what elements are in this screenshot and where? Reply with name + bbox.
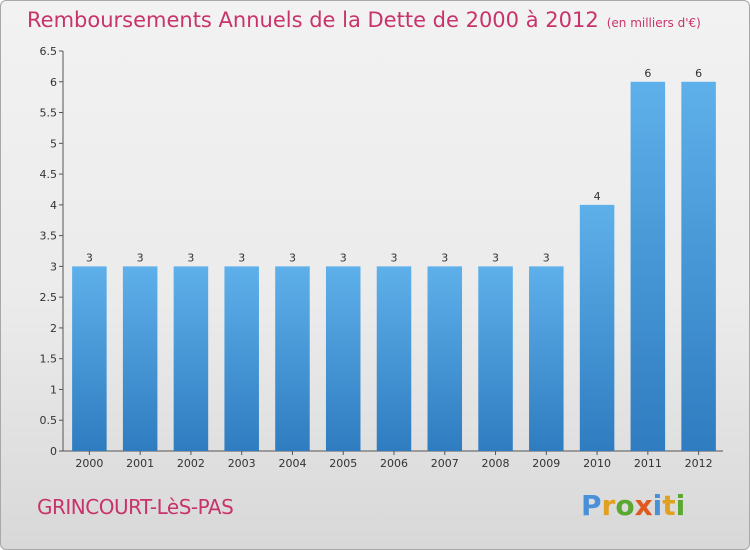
bar bbox=[173, 266, 209, 451]
x-tick-label: 2012 bbox=[685, 457, 713, 470]
data-label: 3 bbox=[492, 251, 499, 264]
y-tick-label: 1.5 bbox=[40, 353, 58, 366]
chart-title-text: Remboursements Annuels de la Dette de 20… bbox=[27, 8, 599, 32]
x-tick-label: 2004 bbox=[278, 457, 306, 470]
location-name: GRINCOURT-LèS-PAS bbox=[37, 495, 234, 519]
bar bbox=[325, 266, 361, 451]
y-tick-label: 1 bbox=[50, 383, 57, 396]
data-label: 3 bbox=[289, 251, 296, 264]
bar bbox=[376, 266, 412, 451]
x-tick-label: 2005 bbox=[329, 457, 357, 470]
data-label: 3 bbox=[187, 251, 194, 264]
x-tick-label: 2006 bbox=[380, 457, 408, 470]
data-label: 3 bbox=[137, 251, 144, 264]
y-tick-label: 4.5 bbox=[40, 168, 58, 181]
y-tick-label: 6.5 bbox=[40, 45, 58, 58]
y-tick-label: 4 bbox=[50, 199, 57, 212]
x-tick-label: 2003 bbox=[228, 457, 256, 470]
proxiti-logo: Proxiti bbox=[581, 489, 686, 522]
bar bbox=[529, 266, 564, 451]
data-label: 6 bbox=[644, 67, 651, 80]
bar bbox=[681, 81, 716, 452]
bar bbox=[630, 81, 666, 452]
data-label: 4 bbox=[594, 190, 601, 203]
y-tick-label: 2 bbox=[50, 322, 57, 335]
y-tick-label: 5.5 bbox=[40, 107, 58, 120]
data-label: 3 bbox=[340, 251, 347, 264]
data-label: 3 bbox=[543, 251, 550, 264]
data-label: 3 bbox=[238, 251, 245, 264]
y-tick-label: 3 bbox=[50, 260, 57, 273]
x-tick-label: 2011 bbox=[634, 457, 662, 470]
data-label: 3 bbox=[86, 251, 93, 264]
y-tick-label: 2.5 bbox=[40, 291, 58, 304]
y-tick-label: 5 bbox=[50, 137, 57, 150]
x-tick-label: 2001 bbox=[126, 457, 154, 470]
bar bbox=[579, 204, 615, 451]
bar bbox=[72, 266, 107, 451]
y-tick-label: 3.5 bbox=[40, 230, 58, 243]
x-tick-label: 2010 bbox=[583, 457, 611, 470]
x-tick-label: 2007 bbox=[431, 457, 459, 470]
x-tick-label: 2008 bbox=[482, 457, 510, 470]
bar bbox=[122, 266, 158, 451]
chart-subtitle: (en milliers d'€) bbox=[606, 16, 701, 30]
data-label: 3 bbox=[391, 251, 398, 264]
bar bbox=[275, 266, 310, 451]
x-tick-label: 2000 bbox=[75, 457, 103, 470]
y-tick-label: 6 bbox=[50, 76, 57, 89]
y-tick-label: 0.5 bbox=[40, 414, 58, 427]
bar bbox=[478, 266, 513, 451]
data-label: 3 bbox=[441, 251, 448, 264]
bar bbox=[224, 266, 259, 451]
chart-title: Remboursements Annuels de la Dette de 20… bbox=[27, 8, 701, 32]
y-tick-label: 0 bbox=[50, 445, 57, 458]
data-label: 6 bbox=[695, 67, 702, 80]
bar bbox=[427, 266, 463, 451]
x-tick-label: 2002 bbox=[177, 457, 205, 470]
x-tick-label: 2009 bbox=[532, 457, 560, 470]
